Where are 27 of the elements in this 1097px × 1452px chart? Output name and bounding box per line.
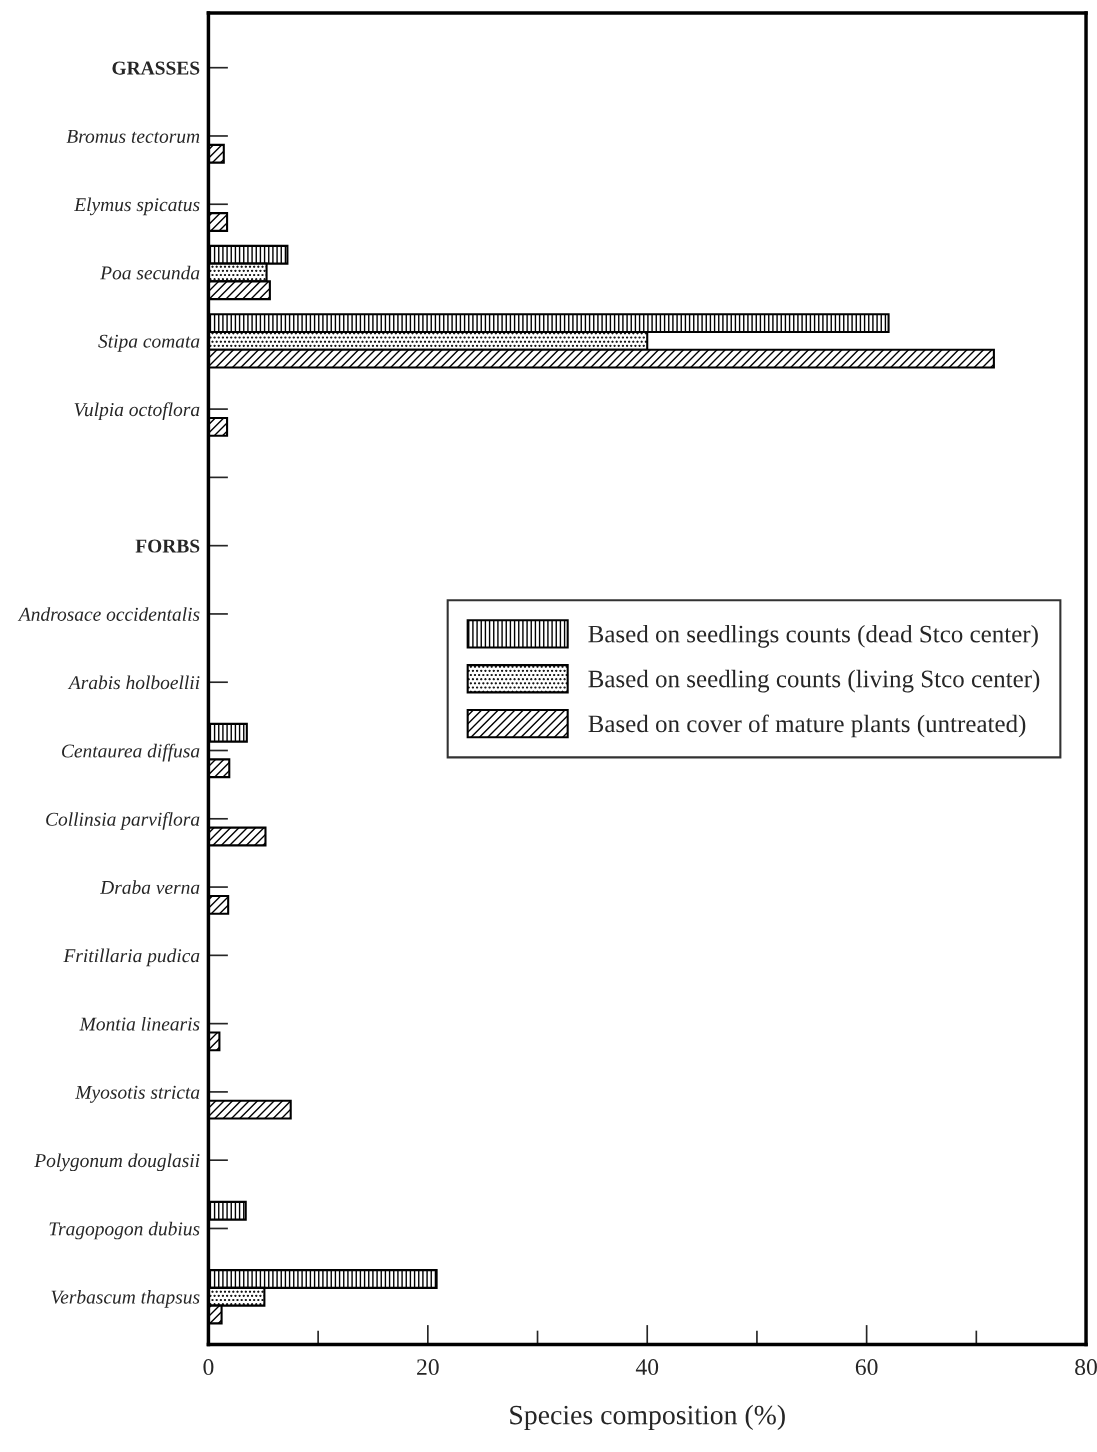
legend-label: Based on seedlings counts (dead Stco center) bbox=[588, 624, 1038, 648]
x-tick-label: 20 bbox=[417, 1359, 439, 1376]
y-tick-label: Arabis holboellii bbox=[67, 675, 200, 690]
y-tick-label: Centaurea diffusa bbox=[62, 743, 200, 762]
y-tick-label: Montia linearis bbox=[79, 1016, 200, 1031]
y-tick-label: Myosotis stricta bbox=[75, 1085, 200, 1103]
x-tick-label: 40 bbox=[635, 1359, 659, 1376]
y-tick-label: Tragopogon dubius bbox=[49, 1221, 200, 1240]
y-tick-label: Draba verna bbox=[99, 880, 200, 895]
y-tick-label: GRASSES bbox=[112, 61, 200, 75]
y-tick-label: Bromus tectorum bbox=[66, 129, 200, 143]
legend-label: Based on cover of mature plants (untreated) bbox=[588, 714, 1026, 738]
x-axis-title: Species composition (%) bbox=[510, 1404, 785, 1431]
y-tick-label: Stipa comata bbox=[98, 334, 200, 352]
x-tick-label: 80 bbox=[1075, 1359, 1097, 1376]
y-tick-label: Poa secunda bbox=[100, 265, 200, 280]
x-tick-label: 60 bbox=[855, 1359, 878, 1376]
y-tick-label: Vulpia octoflora bbox=[74, 402, 200, 421]
y-tick-label: Androsace occidentalis bbox=[17, 607, 200, 621]
x-tick-label: 0 bbox=[203, 1359, 214, 1376]
y-tick-label: Polygonum douglasii bbox=[34, 1153, 200, 1172]
legend-label: Based on seedling counts (living Stco center) bbox=[588, 669, 1040, 693]
y-tick-label: Collinsia parviflora bbox=[46, 811, 200, 830]
y-tick-label: Elymus spicatus bbox=[74, 197, 200, 216]
y-tick-label: FORBS bbox=[135, 539, 200, 553]
y-tick-label: Verbascum thapsus bbox=[51, 1290, 200, 1308]
y-tick-label: Fritillaria pudica bbox=[63, 948, 200, 967]
